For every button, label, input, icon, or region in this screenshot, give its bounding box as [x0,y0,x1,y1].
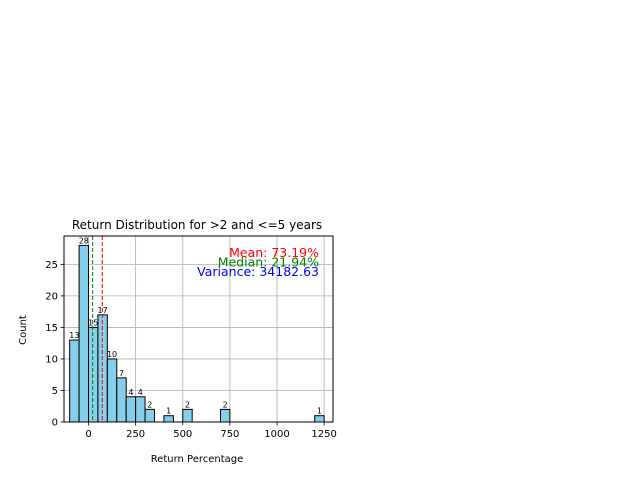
annotations-layer: Mean: 73.19%Median: 21.94%Variance: 3418… [197,245,319,279]
reference-lines-layer [92,236,103,422]
histogram-bar [125,396,137,423]
chart-title: Return Distribution for >2 and <=5 years [72,218,322,232]
x-tick-label: 0 [85,429,91,440]
histogram-bar [88,326,99,423]
histogram-bar [314,415,325,423]
median-annotation: Median: 21.94% [218,255,319,270]
plot-frame [63,235,334,423]
histogram-bar [144,408,155,423]
bar-count-label: 1 [317,407,322,416]
bars-layer [69,244,325,423]
histogram-bar [116,377,127,423]
y-tick-label: 0 [52,418,58,429]
y-tick-label: 20 [45,291,58,302]
histogram-bar [135,396,146,423]
variance-annotation: Variance: 34182.63 [197,264,319,279]
bar-count-label: 2 [185,400,190,409]
bar-count-label: 28 [79,236,89,245]
ticks-layer: 0 250 500 750 1000 1250 0 5 10 15 20 25 [45,260,337,440]
histogram-bar [163,415,174,423]
x-tick-label: 500 [173,429,192,440]
bar-count-label: 7 [119,369,124,378]
histogram-bar [182,408,193,423]
bar-count-label: 4 [138,388,143,397]
y-tick-label: 15 [45,323,58,334]
mean-annotation: Mean: 73.19% [229,245,319,260]
x-axis-label: Return Percentage [151,454,244,465]
x-tick-label: 1250 [311,429,336,440]
x-tick-label: 1000 [264,429,289,440]
histogram-bar [69,339,80,423]
bar-count-label: 1 [166,407,171,416]
x-tick-label: 750 [220,429,239,440]
histogram-bar [106,358,118,423]
y-tick-label: 25 [45,260,58,271]
histogram-bar [78,244,90,423]
y-axis-label: Count [18,315,29,345]
bar-count-label: 10 [107,350,117,359]
bar-count-label: 4 [128,388,133,397]
bar-count-label: 17 [98,306,108,315]
bar-count-label: 13 [69,331,79,340]
bar-count-label: 2 [223,400,228,409]
histogram-bar [219,408,231,423]
x-tick-label: 250 [126,429,145,440]
bar-count-label: 15 [88,318,98,327]
bar-count-label: 2 [147,400,152,409]
y-tick-label: 10 [45,354,58,365]
y-tick-label: 5 [52,386,58,397]
